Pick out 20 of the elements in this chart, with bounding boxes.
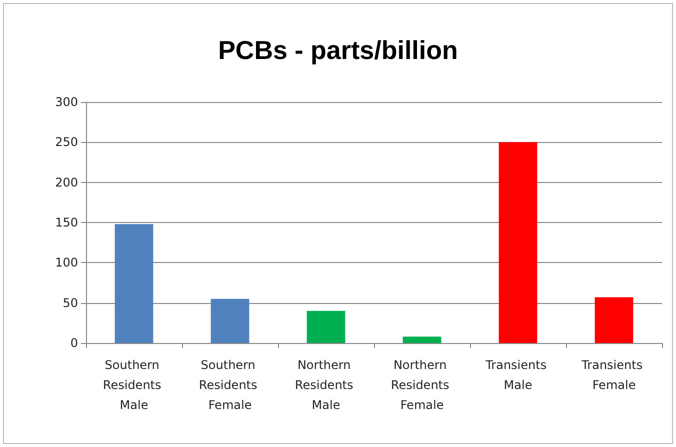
bar — [306, 310, 346, 343]
y-tick-label: 250 — [55, 135, 78, 150]
x-tick-label: Southern Residents Female — [198, 358, 262, 412]
bar — [594, 297, 634, 343]
x-tick-label: Northern Residents Female — [390, 358, 454, 412]
bar — [210, 298, 250, 343]
bar — [402, 336, 442, 343]
chart-title: PCBs - parts/billion — [218, 35, 458, 65]
y-tick-label: 200 — [55, 175, 78, 190]
x-tick-label: Transients Female — [580, 358, 646, 392]
bar — [114, 224, 154, 343]
x-tick-label: Southern Residents Male — [102, 358, 166, 412]
y-tick-label: 300 — [55, 95, 78, 109]
y-tick-label: 100 — [55, 256, 78, 270]
bar — [498, 142, 538, 343]
x-tick-label: Transients Male — [484, 358, 550, 392]
y-tick-label: 150 — [55, 216, 78, 230]
y-tick-label: 0 — [70, 336, 78, 350]
x-tick-label: Northern Residents Male — [294, 358, 358, 412]
y-tick-label: 50 — [62, 296, 78, 310]
